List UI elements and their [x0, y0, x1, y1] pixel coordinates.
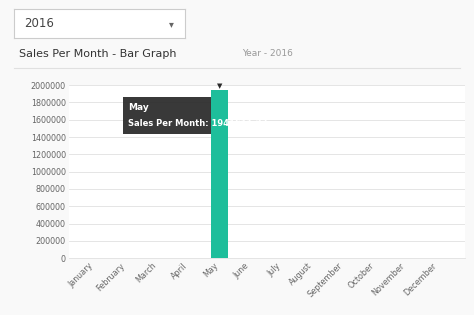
Text: ▾: ▾ [169, 19, 173, 29]
Text: May: May [128, 103, 149, 112]
Text: 2016: 2016 [25, 17, 55, 30]
Bar [211, 90, 228, 258]
FancyBboxPatch shape [123, 97, 210, 134]
Text: Year - 2016: Year - 2016 [242, 49, 292, 58]
Text: ▼: ▼ [217, 83, 223, 89]
Text: Sales Per Month: 1941611.27: Sales Per Month: 1941611.27 [128, 119, 267, 128]
Text: Sales Per Month - Bar Graph: Sales Per Month - Bar Graph [19, 49, 176, 59]
